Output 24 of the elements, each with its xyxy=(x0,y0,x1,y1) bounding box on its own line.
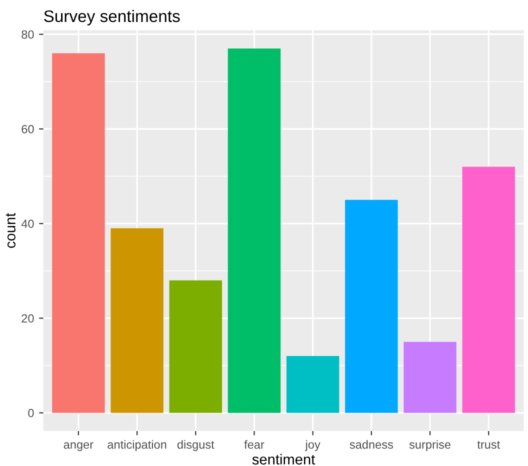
bar xyxy=(462,166,515,413)
x-tick-label: anger xyxy=(64,442,94,452)
x-tick-label: joy xyxy=(305,440,320,452)
bar xyxy=(110,228,164,413)
x-tick-label: trust xyxy=(477,441,500,449)
bar xyxy=(169,280,222,413)
x-tick-label: sadness xyxy=(350,440,393,449)
y-axis-title: count xyxy=(6,212,16,248)
bar xyxy=(404,342,456,413)
y-tick-label: 20 xyxy=(22,314,34,323)
bar xyxy=(345,200,398,413)
x-tick-label: disgust xyxy=(177,440,214,452)
y-tick-label: 40 xyxy=(21,220,34,228)
x-tick-label: fear xyxy=(244,440,264,449)
bar xyxy=(52,53,105,413)
y-tick-label: 80 xyxy=(22,30,34,39)
y-tick-label: 60 xyxy=(22,124,34,134)
y-tick-label: 0 xyxy=(28,408,34,418)
x-axis-title: sentiment xyxy=(252,454,316,465)
x-tick-label: surprise xyxy=(409,440,450,452)
bar xyxy=(286,356,340,413)
bar xyxy=(228,48,281,413)
x-tick-label: anticipation xyxy=(108,440,166,452)
chart-title: Survey sentiments xyxy=(44,10,180,26)
